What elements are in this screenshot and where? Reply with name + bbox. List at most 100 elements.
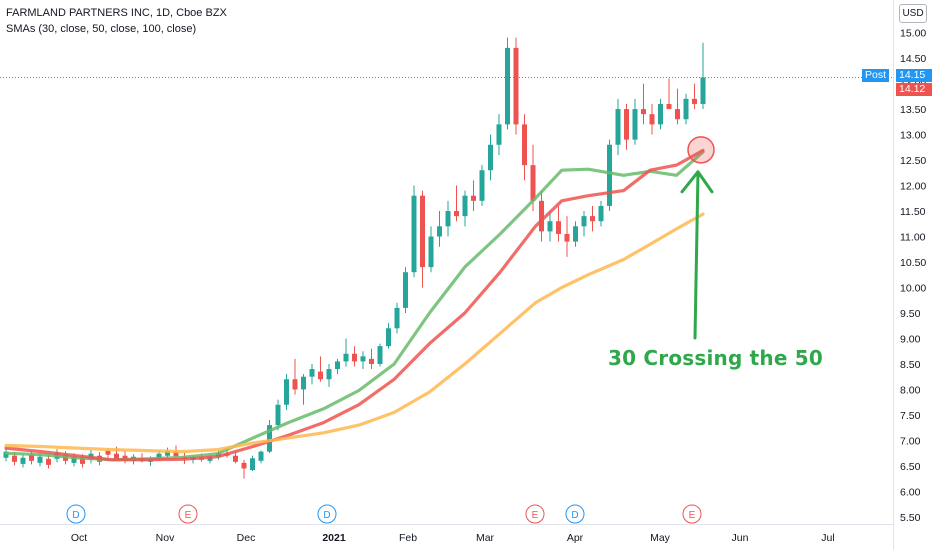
candle bbox=[250, 458, 255, 470]
candle bbox=[624, 109, 629, 140]
candle bbox=[420, 195, 425, 268]
candle bbox=[692, 98, 697, 104]
x-tick-label: Oct bbox=[71, 532, 87, 544]
candle bbox=[241, 462, 247, 469]
annotation-text: 30 Crossing the 50 bbox=[608, 346, 824, 370]
candle bbox=[547, 221, 553, 232]
event-label: D bbox=[323, 510, 330, 521]
candle bbox=[462, 195, 468, 217]
y-tick-label: 13.50 bbox=[900, 104, 926, 116]
candle bbox=[309, 369, 315, 377]
sma30-line bbox=[4, 150, 705, 462]
candle bbox=[683, 98, 689, 120]
arrow-shaft bbox=[693, 170, 700, 340]
candle bbox=[564, 233, 570, 242]
y-tick-label: 12.50 bbox=[900, 155, 926, 167]
candle bbox=[607, 144, 612, 206]
post-label-tag: Post bbox=[862, 69, 890, 82]
candle bbox=[20, 457, 26, 464]
candle bbox=[326, 369, 332, 380]
y-tick-label: 5.50 bbox=[900, 512, 921, 524]
x-tick-label: Nov bbox=[156, 532, 175, 544]
event-label: E bbox=[532, 510, 539, 521]
y-tick-label: 9.50 bbox=[900, 308, 921, 320]
candle bbox=[428, 236, 434, 268]
candle bbox=[598, 205, 604, 222]
post-price-tag: 14.15 bbox=[896, 69, 932, 82]
candle bbox=[292, 379, 298, 390]
candle bbox=[658, 103, 663, 125]
candle bbox=[454, 211, 459, 217]
indicator-title: SMAs (30, close, 50, close, 100, close) bbox=[6, 23, 197, 35]
y-tick-label: 15.00 bbox=[900, 28, 926, 40]
y-tick-label: 11.50 bbox=[900, 206, 926, 218]
candle bbox=[105, 450, 111, 455]
y-tick-label: 9.00 bbox=[900, 333, 921, 345]
y-tick-label: 12.00 bbox=[900, 181, 926, 193]
currency-button[interactable]: USD bbox=[899, 4, 927, 23]
y-tick-label: 13.00 bbox=[900, 130, 926, 142]
candle bbox=[488, 144, 493, 171]
candle bbox=[258, 451, 264, 461]
candle bbox=[411, 195, 417, 273]
earnings-event-icon[interactable]: E bbox=[178, 504, 198, 524]
candle bbox=[496, 124, 502, 145]
candle bbox=[284, 379, 289, 405]
x-tick-label: Jul bbox=[821, 532, 834, 544]
candle bbox=[394, 307, 400, 329]
candle bbox=[12, 455, 17, 462]
candle bbox=[369, 358, 374, 364]
candle bbox=[445, 211, 451, 227]
event-label: D bbox=[72, 510, 79, 521]
candle bbox=[122, 455, 128, 460]
dividend-event-icon[interactable]: D bbox=[66, 504, 86, 524]
symbol-title: FARMLAND PARTNERS INC, 1D, Cboe BZX bbox=[6, 7, 227, 19]
dividend-event-icon[interactable]: D bbox=[565, 504, 585, 524]
y-tick-label: 7.00 bbox=[900, 435, 921, 447]
candle bbox=[114, 453, 119, 461]
candle bbox=[632, 109, 638, 140]
x-tick-label: Dec bbox=[237, 532, 256, 544]
candle bbox=[318, 371, 323, 380]
dividend-event-icon[interactable]: D bbox=[317, 504, 337, 524]
candle bbox=[581, 216, 587, 227]
candle bbox=[615, 109, 621, 145]
candle bbox=[275, 404, 281, 426]
candle bbox=[437, 226, 442, 237]
earnings-event-icon[interactable]: E bbox=[525, 504, 545, 524]
candle bbox=[37, 456, 43, 463]
candle bbox=[352, 353, 357, 362]
x-tick-label: Apr bbox=[567, 532, 584, 544]
arrow-head-icon bbox=[680, 170, 714, 194]
candle bbox=[386, 328, 391, 347]
sma100-line bbox=[4, 212, 705, 454]
candle bbox=[522, 124, 527, 166]
x-tick-label: Mar bbox=[476, 532, 495, 544]
x-tick-label: 2021 bbox=[322, 532, 346, 544]
candle bbox=[666, 103, 672, 110]
x-tick-label: May bbox=[650, 532, 671, 544]
earnings-event-icon[interactable]: E bbox=[682, 504, 702, 524]
candle bbox=[301, 376, 306, 390]
candle bbox=[71, 456, 77, 463]
y-tick-label: 10.00 bbox=[900, 282, 926, 294]
sma50-line bbox=[4, 148, 705, 462]
candle bbox=[343, 353, 349, 362]
candle bbox=[641, 109, 646, 115]
candle bbox=[403, 272, 408, 308]
y-tick-label: 10.50 bbox=[900, 257, 926, 269]
candle bbox=[556, 221, 561, 234]
y-tick-label: 7.50 bbox=[900, 410, 921, 422]
candle bbox=[530, 165, 536, 201]
candle bbox=[267, 425, 272, 452]
x-tick-label: Feb bbox=[399, 532, 417, 544]
candle bbox=[335, 361, 340, 370]
candle bbox=[156, 453, 162, 459]
y-tick-label: 14.50 bbox=[900, 53, 926, 65]
candle bbox=[573, 226, 578, 242]
candle bbox=[233, 455, 238, 462]
last-price-tag: 14.12 bbox=[896, 83, 932, 96]
candle bbox=[513, 47, 519, 125]
candle bbox=[173, 451, 179, 457]
